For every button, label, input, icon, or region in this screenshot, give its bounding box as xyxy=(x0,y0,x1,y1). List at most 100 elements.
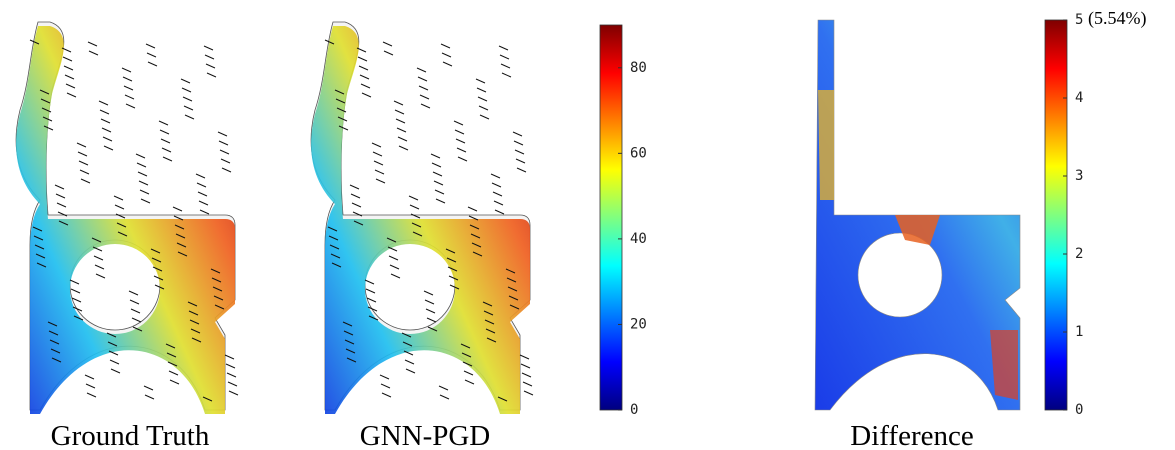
field xyxy=(16,26,236,414)
arrow xyxy=(349,184,360,190)
arrow xyxy=(337,116,348,122)
arrow xyxy=(460,343,471,349)
arrow xyxy=(334,89,345,95)
arrow xyxy=(476,87,487,93)
arrow xyxy=(329,244,340,250)
arrow xyxy=(324,39,335,45)
arrow xyxy=(212,286,223,292)
arrow xyxy=(494,209,505,215)
arrow xyxy=(373,160,384,166)
arrow xyxy=(360,83,371,89)
field-plot xyxy=(15,21,239,414)
arrow xyxy=(211,277,222,283)
field-plot xyxy=(310,21,534,414)
arrow xyxy=(401,332,412,338)
tick-label: 4 xyxy=(1075,90,1083,106)
arrow xyxy=(42,116,53,122)
arrow xyxy=(379,374,390,380)
arrow xyxy=(364,279,375,285)
arrow xyxy=(166,352,177,358)
arrow xyxy=(143,385,154,391)
arrow xyxy=(77,151,88,157)
arrow xyxy=(140,198,151,204)
arrow xyxy=(176,242,187,248)
arrow xyxy=(161,147,172,153)
arrow xyxy=(168,370,179,376)
arrow xyxy=(109,359,120,365)
arrow xyxy=(36,262,47,268)
arrow xyxy=(505,268,516,274)
arrow xyxy=(331,262,342,268)
arrow xyxy=(516,167,527,173)
arrow xyxy=(388,255,399,261)
arrow xyxy=(121,67,132,73)
arrow xyxy=(479,114,490,120)
arrow xyxy=(225,363,236,369)
arrow xyxy=(160,138,171,144)
arrow xyxy=(198,200,209,206)
arrow xyxy=(416,67,427,73)
arrow xyxy=(447,266,458,272)
arrow xyxy=(482,301,493,307)
arrow xyxy=(180,78,191,84)
arrow xyxy=(94,264,105,270)
arrow xyxy=(456,147,467,153)
arrow xyxy=(405,368,416,374)
arrow xyxy=(438,385,449,391)
arrow xyxy=(228,390,239,396)
arrow xyxy=(403,350,414,356)
tick-label: 40 xyxy=(630,231,647,247)
arrow xyxy=(153,275,164,281)
arrow xyxy=(172,206,183,212)
arrow xyxy=(441,52,452,58)
colorbar-annotation: (5.54%) xyxy=(1088,8,1146,29)
arrow xyxy=(471,242,482,248)
tick-label: 80 xyxy=(630,60,647,76)
arrow xyxy=(210,268,221,274)
arrow xyxy=(327,226,338,232)
arrow xyxy=(445,248,456,254)
arrow xyxy=(188,310,199,316)
arrow xyxy=(485,328,496,334)
arrow xyxy=(427,326,438,332)
arrow xyxy=(397,136,408,142)
arrow xyxy=(430,153,441,159)
arrow xyxy=(49,339,60,345)
arrow xyxy=(72,306,83,312)
arrow xyxy=(66,92,77,98)
arrow xyxy=(424,299,435,305)
arrow xyxy=(499,54,510,60)
arrow xyxy=(115,213,126,219)
arrow xyxy=(162,156,173,162)
arrow xyxy=(395,118,406,124)
arrow xyxy=(514,149,525,155)
arrow xyxy=(80,178,91,184)
arrow xyxy=(461,352,472,358)
arrow xyxy=(139,189,150,195)
arrow xyxy=(48,330,59,336)
arrow xyxy=(483,310,494,316)
arrow xyxy=(214,304,225,310)
arrow xyxy=(55,193,66,199)
arrow xyxy=(470,233,481,239)
arrow xyxy=(507,286,518,292)
arrow xyxy=(218,140,229,146)
arrow xyxy=(117,231,128,237)
tick-label: 3 xyxy=(1075,168,1083,184)
arrow xyxy=(523,390,534,396)
panel-label: Difference xyxy=(850,420,973,450)
arrow xyxy=(522,381,533,387)
tick-label: 60 xyxy=(630,145,647,161)
arrow xyxy=(181,87,192,93)
arrow xyxy=(165,343,176,349)
arrow xyxy=(380,383,391,389)
arrow xyxy=(367,306,378,312)
arrow xyxy=(136,162,147,168)
arrow xyxy=(145,43,156,49)
hotspot xyxy=(895,215,940,245)
arrow xyxy=(343,330,354,336)
arrow xyxy=(509,304,520,310)
tick-label: 20 xyxy=(630,316,647,332)
arrow xyxy=(442,61,453,67)
arrow xyxy=(365,288,376,294)
